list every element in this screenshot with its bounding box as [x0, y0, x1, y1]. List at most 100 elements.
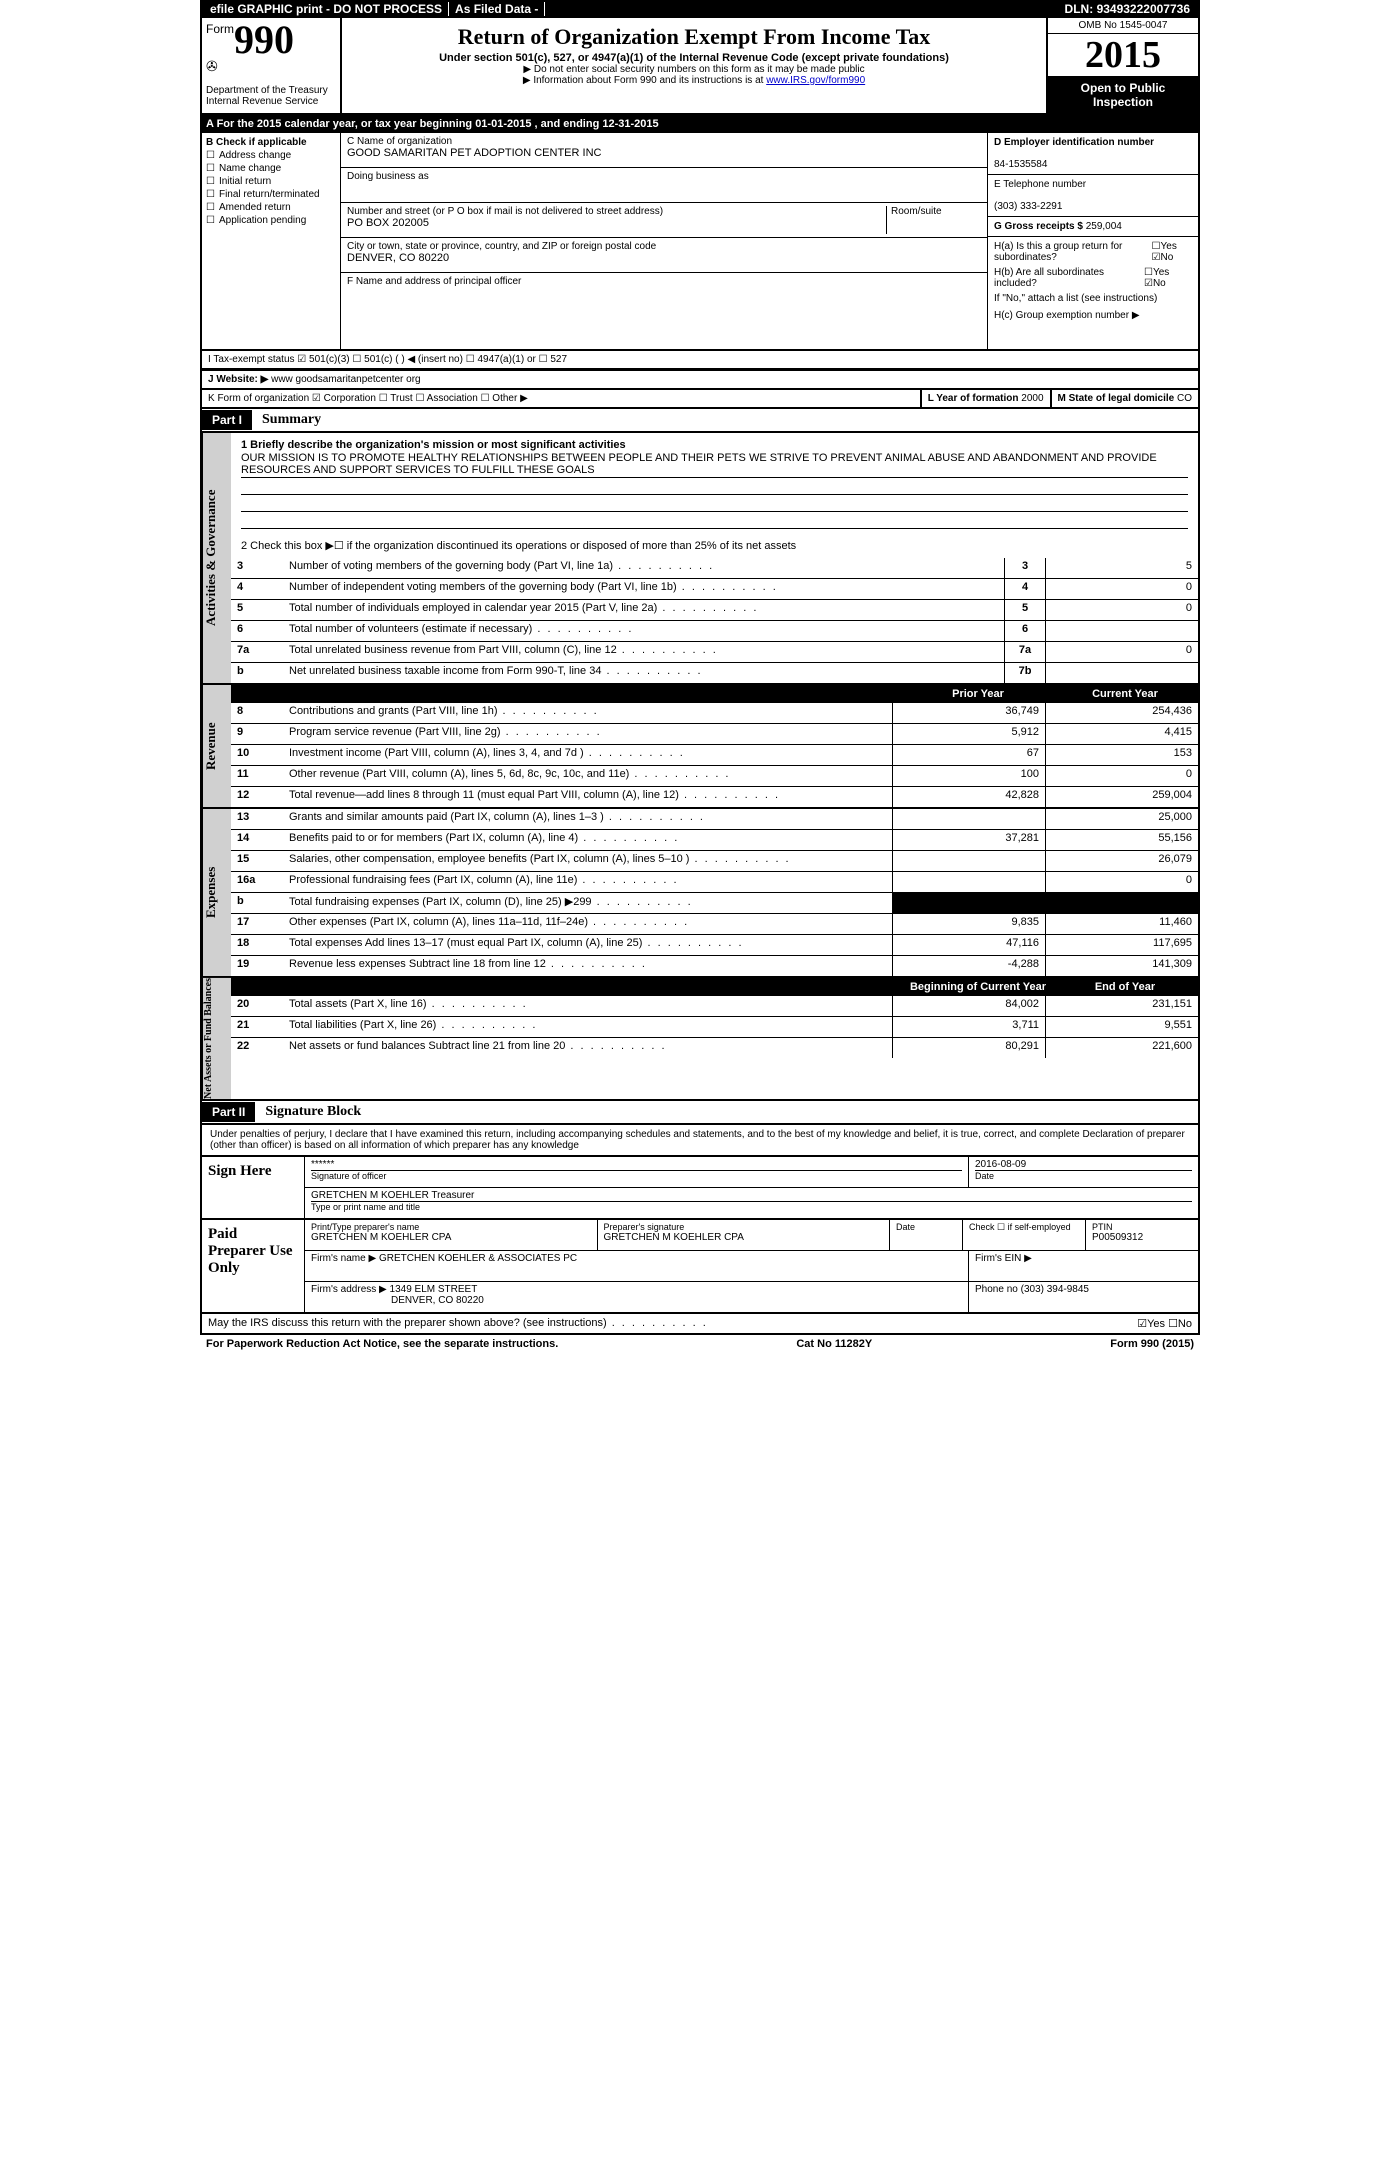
prep-sig-lbl: Preparer's signature [604, 1222, 884, 1232]
preparer-block: Paid Preparer Use Only Print/Type prepar… [200, 1220, 1200, 1314]
form-number: 990 [234, 17, 294, 62]
chk-address[interactable]: Address change [206, 150, 336, 161]
line-num: 11 [231, 766, 283, 786]
row-j: J Website: ▶ www goodsamaritanpetcenter … [200, 370, 1200, 390]
gov-line-b: b Net unrelated business taxable income … [231, 663, 1198, 683]
tax-year: 2015 [1048, 34, 1198, 77]
form-label: Form [206, 22, 234, 36]
b-title: B Check if applicable [206, 137, 307, 148]
line-20: 20 Total assets (Part X, line 16) 84,002… [231, 996, 1198, 1017]
line-desc: Number of voting members of the governin… [283, 558, 1004, 578]
line-val: 0 [1045, 600, 1198, 620]
chk-amended[interactable]: Amended return [206, 202, 336, 213]
row-k: K Form of organization ☑ Corporation ☐ T… [200, 390, 1200, 409]
chk-name[interactable]: Name change [206, 163, 336, 174]
line-19: 19 Revenue less expenses Subtract line 1… [231, 956, 1198, 976]
city-label: City or town, state or province, country… [347, 241, 981, 252]
firm-lbl: Firm's name ▶ [311, 1253, 376, 1264]
top-bar: efile GRAPHIC print - DO NOT PROCESS As … [200, 0, 1200, 18]
date-cell: 2016-08-09 Date [969, 1157, 1198, 1187]
line-desc: Contributions and grants (Part VIII, lin… [283, 703, 892, 723]
cell-curr: 153 [1045, 745, 1198, 765]
blank-line-2 [241, 495, 1188, 512]
hc-label: H(c) Group exemption number ▶ [994, 310, 1192, 321]
line-desc: Professional fundraising fees (Part IX, … [283, 872, 892, 892]
addr-lbl: Firm's address ▶ [311, 1284, 387, 1295]
line-desc: Total number of individuals employed in … [283, 600, 1004, 620]
col-b: B Check if applicable Address change Nam… [202, 133, 341, 349]
hb-yn[interactable]: ☐Yes ☑No [1144, 267, 1192, 289]
name-label: Type or print name and title [311, 1201, 1192, 1212]
line-cellnum: 6 [1004, 621, 1045, 641]
l-value: 2000 [1021, 393, 1043, 404]
gross-value: 259,004 [1086, 221, 1122, 232]
form-note1: ▶ Do not enter social security numbers o… [350, 64, 1038, 75]
chk-final[interactable]: Final return/terminated [206, 189, 336, 200]
omb-no: OMB No 1545-0047 [1048, 18, 1198, 34]
officer-cell: F Name and address of principal officer [341, 273, 987, 349]
cell-prior [892, 872, 1045, 892]
rev-block: Revenue Prior Year Current Year 8 Contri… [200, 685, 1200, 809]
line-num: b [231, 893, 283, 913]
name-cell: GRETCHEN M KOEHLER Treasurer Type or pri… [305, 1188, 1198, 1218]
line-desc: Grants and similar amounts paid (Part IX… [283, 809, 892, 829]
line-num: 19 [231, 956, 283, 976]
ptin-cell: PTIN P00509312 [1086, 1220, 1198, 1250]
line-num: b [231, 663, 283, 683]
line-num: 15 [231, 851, 283, 871]
footer-final: For Paperwork Reduction Act Notice, see … [200, 1335, 1200, 1353]
l-label: L Year of formation [928, 393, 1019, 404]
prep-sig: GRETCHEN M KOEHLER CPA [604, 1232, 884, 1243]
cell-prior: -4,288 [892, 956, 1045, 976]
ein-value: 84-1535584 [994, 159, 1047, 170]
sig-label: Signature of officer [311, 1170, 962, 1181]
row-i: I Tax-exempt status ☑ 501(c)(3) ☐ 501(c)… [200, 351, 1200, 370]
ha-yn[interactable]: ☐Yes ☑No [1152, 241, 1192, 263]
chk-pending[interactable]: Application pending [206, 215, 336, 226]
gov-line-7a: 7a Total unrelated business revenue from… [231, 642, 1198, 663]
officer-label: F Name and address of principal officer [347, 276, 981, 287]
k-form: K Form of organization ☑ Corporation ☐ T… [202, 390, 920, 407]
part-ii-bar: Part II Signature Block [200, 1101, 1200, 1125]
hdr-curr: Current Year [1051, 685, 1198, 703]
col-d: D Employer identification number 84-1535… [987, 133, 1198, 349]
ein-row: D Employer identification number 84-1535… [988, 133, 1198, 175]
line-cellnum: 5 [1004, 600, 1045, 620]
gov-line-4: 4 Number of independent voting members o… [231, 579, 1198, 600]
m-label: M State of legal domicile [1058, 393, 1175, 404]
line-cellnum: 3 [1004, 558, 1045, 578]
cell-curr: 0 [1045, 872, 1198, 892]
cell-curr: 117,695 [1045, 935, 1198, 955]
cell-prior: 37,281 [892, 830, 1045, 850]
chk-initial[interactable]: Initial return [206, 176, 336, 187]
line-val: 0 [1045, 579, 1198, 599]
self-lbl[interactable]: Check ☐ if self-employed [969, 1222, 1079, 1233]
line-desc: Other expenses (Part IX, column (A), lin… [283, 914, 892, 934]
mission-box: 1 Briefly describe the organization's mi… [231, 433, 1198, 558]
line-num: 12 [231, 787, 283, 807]
rev-content: Prior Year Current Year 8 Contributions … [231, 685, 1198, 807]
side-governance: Activities & Governance [202, 433, 231, 683]
ptin-lbl: PTIN [1092, 1222, 1192, 1232]
fein-cell: Firm's EIN ▶ [969, 1251, 1198, 1281]
col-c: C Name of organization GOOD SAMARITAN PE… [341, 133, 987, 349]
sign-here-block: Sign Here ****** Signature of officer 20… [200, 1157, 1200, 1220]
line-17: 17 Other expenses (Part IX, column (A), … [231, 914, 1198, 935]
ein-label: D Employer identification number [994, 137, 1154, 148]
line-13: 13 Grants and similar amounts paid (Part… [231, 809, 1198, 830]
prep-sig-cell: Preparer's signature GRETCHEN M KOEHLER … [598, 1220, 891, 1250]
discuss-ans[interactable]: ☑Yes ☐No [1137, 1317, 1192, 1330]
dln-value: 93493222007736 [1097, 2, 1190, 16]
cell-prior: 42,828 [892, 787, 1045, 807]
exp-block: Expenses 13 Grants and similar amounts p… [200, 809, 1200, 978]
sig-stars: ****** [311, 1159, 962, 1170]
fphone-lbl: Phone no [975, 1284, 1018, 1295]
k-state: M State of legal domicile CO [1050, 390, 1198, 407]
line-num: 20 [231, 996, 283, 1016]
gross-label: G Gross receipts $ [994, 221, 1083, 232]
sig-cell: ****** Signature of officer [305, 1157, 969, 1187]
irs-link[interactable]: www.IRS.gov/form990 [766, 75, 865, 86]
org-name: GOOD SAMARITAN PET ADOPTION CENTER INC [347, 147, 981, 159]
line-num: 21 [231, 1017, 283, 1037]
line-b: b Total fundraising expenses (Part IX, c… [231, 893, 1198, 914]
